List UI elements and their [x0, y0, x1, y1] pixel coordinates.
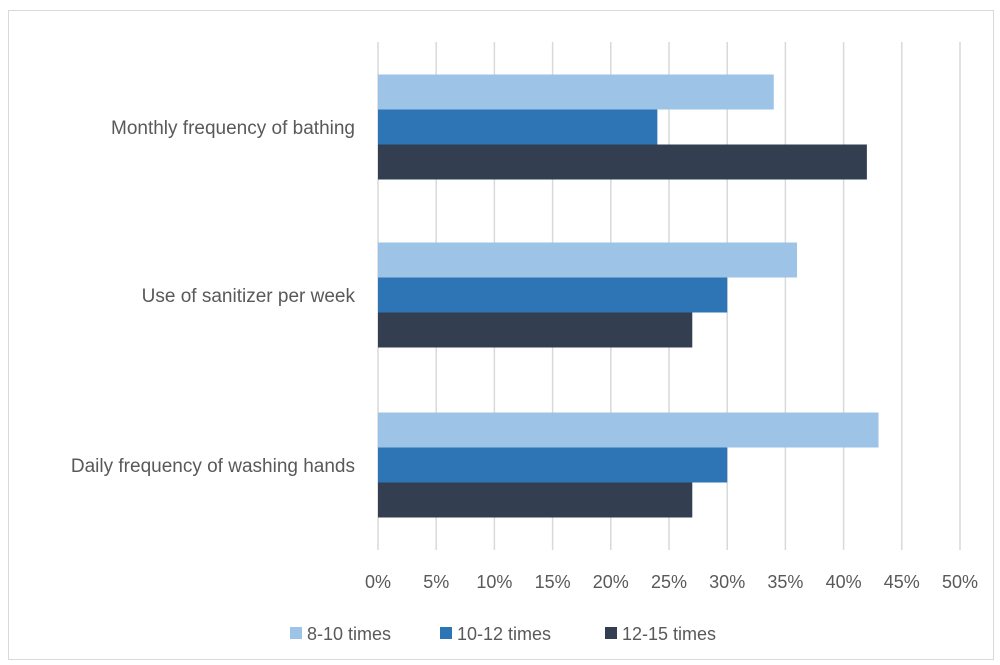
bar-1-series-2 — [378, 109, 658, 145]
x-tick-label-40: 40% — [826, 572, 862, 592]
legend-swatch-2 — [440, 627, 452, 639]
x-tick-label-15: 15% — [535, 572, 571, 592]
bar-1-series-3 — [378, 144, 867, 180]
x-tick-label-5: 5% — [423, 572, 449, 592]
legend-swatch-3 — [605, 627, 617, 639]
legend-swatch-1 — [290, 627, 302, 639]
bars — [378, 74, 879, 518]
bar-2-series-2 — [378, 277, 728, 313]
bar-1-series-1 — [378, 74, 774, 110]
category-label-2: Use of sanitizer per week — [142, 286, 356, 307]
legend-label-3: 12-15 times — [622, 624, 716, 644]
bar-3-series-2 — [378, 447, 728, 483]
bar-2-series-1 — [378, 242, 798, 278]
bar-2-series-3 — [378, 312, 693, 348]
legend: 8-10 times 10-12 times 12-15 times — [290, 624, 716, 644]
x-tick-label-25: 25% — [651, 572, 687, 592]
x-tick-label-0: 0% — [365, 572, 391, 592]
legend-label-1: 8-10 times — [307, 624, 391, 644]
category-label-1: Monthly frequency of bathing — [111, 118, 355, 139]
x-tick-label-20: 20% — [593, 572, 629, 592]
x-tick-label-45: 45% — [884, 572, 920, 592]
x-tick-label-30: 30% — [709, 572, 745, 592]
category-labels: Monthly frequency of bathing Use of sanit… — [71, 118, 356, 477]
x-tick-labels: 0% 5% 10% 15% 20% 25% 30% 35% 40% 45% 50% — [365, 572, 978, 592]
bar-3-series-3 — [378, 482, 693, 518]
category-label-3: Daily frequency of washing hands — [71, 456, 355, 477]
x-tick-label-50: 50% — [942, 572, 978, 592]
x-tick-label-10: 10% — [476, 572, 512, 592]
legend-label-2: 10-12 times — [457, 624, 551, 644]
bar-3-series-1 — [378, 412, 879, 448]
x-tick-label-35: 35% — [767, 572, 803, 592]
